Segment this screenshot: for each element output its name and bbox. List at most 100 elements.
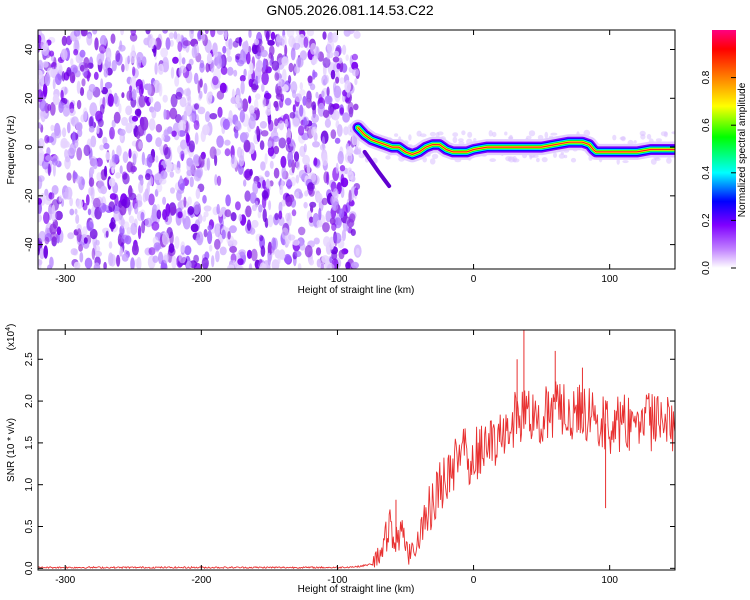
spectrogram-speckle: [222, 45, 227, 54]
spectrogram-speckle: [240, 80, 245, 95]
spectrogram-speckle: [312, 56, 318, 65]
spectrogram-speckle: [295, 174, 300, 184]
spectrogram-speckle: [286, 179, 292, 190]
spectrogram-speckle: [49, 256, 54, 268]
spectrogram-speckle: [79, 64, 85, 72]
spectrogram-speckle: [60, 89, 64, 100]
spectrogram-speckle: [120, 30, 124, 36]
spectrogram-speckle: [205, 62, 210, 73]
spectrogram-speckle: [351, 53, 358, 61]
spectrogram-speckle: [116, 145, 122, 157]
spectrogram-speckle: [348, 189, 352, 204]
spectrogram-speckle: [312, 69, 316, 80]
spectrogram-speckle: [183, 209, 187, 219]
spectrogram-speckle: [304, 124, 309, 132]
spectrogram-speckle: [76, 147, 83, 161]
spectrogram-speckle: [136, 51, 144, 64]
spectrogram-speckle: [458, 138, 464, 143]
y-tick-label: 1.5: [24, 436, 35, 450]
spectrogram-speckle: [342, 44, 347, 55]
spectrogram-speckle: [385, 155, 391, 160]
spectrogram-speckle: [261, 83, 265, 93]
spectrogram-speckle: [299, 82, 303, 91]
spectrogram-speckle: [271, 237, 276, 251]
spectrogram-speckle: [238, 213, 242, 222]
spectrogram-speckle: [168, 243, 175, 254]
spectrogram-speckle: [329, 217, 336, 225]
spectrogram-speckle: [122, 173, 130, 185]
spectrogram-speckle: [245, 205, 252, 218]
spectrogram-speckle: [229, 245, 238, 253]
spectrogram-speckle: [43, 245, 48, 259]
spectrogram-speckle: [79, 87, 85, 96]
spectrogram-speckle: [212, 75, 219, 86]
spectrogram-speckle: [73, 48, 79, 56]
spectrogram-speckle: [261, 71, 269, 86]
spectrogram-speckle: [237, 59, 244, 67]
spectrogram-speckle: [183, 196, 187, 208]
spectrogram-speckle: [199, 90, 203, 99]
spectrogram-speckle: [321, 197, 328, 206]
spectrogram-speckle: [94, 250, 102, 257]
spectrogram-speckle: [311, 126, 316, 137]
spectrogram-speckle: [655, 138, 663, 143]
spectrogram-speckle: [297, 263, 302, 269]
spectrogram-speckle: [160, 47, 169, 58]
spectrogram-speckle: [340, 177, 349, 188]
spectrogram-speckle: [151, 221, 160, 231]
spectrogram-speckle: [49, 102, 56, 116]
spectrogram-speckle: [336, 62, 341, 70]
spectrogram-speckle: [162, 196, 167, 205]
spectrogram-speckle: [189, 160, 195, 172]
spectrogram-speckle: [83, 57, 90, 69]
spectrogram-speckle: [119, 250, 123, 257]
spectrogram-speckle: [118, 128, 126, 136]
spectrogram-speckle: [280, 179, 284, 190]
spectrogram-speckle: [461, 130, 466, 136]
spectrogram-speckle: [58, 195, 63, 203]
spectrogram-speckle: [293, 151, 300, 162]
spectrogram-speckle: [116, 254, 121, 267]
spectrogram-speckle: [322, 109, 330, 119]
spectrogram-speckle: [90, 135, 97, 148]
spectrogram-speckle: [234, 120, 241, 131]
spectrogram-speckle: [87, 208, 92, 216]
spectrogram-speckle: [328, 103, 335, 115]
spectrogram-speckle: [153, 44, 157, 57]
spectrogram-speckle: [64, 86, 68, 95]
spectrogram-speckle: [329, 256, 333, 264]
spectrogram-speckle: [339, 107, 344, 115]
spectrogram-speckle: [288, 75, 292, 84]
spectrogram-speckle: [188, 58, 194, 66]
spectrogram-speckle: [267, 140, 273, 148]
spectrogram-speckle: [154, 62, 158, 75]
spectrogram-speckle: [171, 130, 177, 137]
spectrogram-speckle: [312, 141, 320, 148]
spectrogram-speckle: [286, 137, 291, 145]
spectrogram-speckle: [339, 77, 345, 85]
spectrogram-speckle: [226, 55, 233, 63]
spectrogram-speckle: [114, 95, 120, 108]
spectrogram-speckle: [128, 215, 135, 224]
spectrogram-speckle: [260, 130, 269, 137]
spectrogram-speckle: [174, 75, 180, 87]
spectrogram-speckle: [75, 214, 80, 225]
spectrogram-speckle: [274, 72, 280, 81]
spectrogram-speckle: [134, 108, 142, 117]
spectrogram-speckle: [332, 56, 340, 63]
snr-y-label: SNR (10 * v/v): [6, 418, 17, 482]
spectrogram-speckle: [163, 129, 169, 138]
spectrogram-speckle: [262, 58, 266, 72]
spectrogram-speckle: [203, 205, 212, 212]
spectrogram-speckle: [119, 165, 123, 174]
spectrogram-speckle: [92, 197, 101, 209]
spectrogram-speckle: [177, 41, 183, 53]
spectrogram-speckle: [339, 165, 346, 172]
spectrogram-speckle: [307, 75, 313, 84]
colorbar-gradient: [712, 30, 736, 268]
spectrogram-speckle: [178, 119, 187, 133]
y-tick-label: 20: [24, 92, 35, 104]
spectrogram-speckle: [666, 157, 672, 164]
spectrogram-speckle: [151, 208, 158, 223]
spectrogram-speckle: [178, 52, 182, 66]
